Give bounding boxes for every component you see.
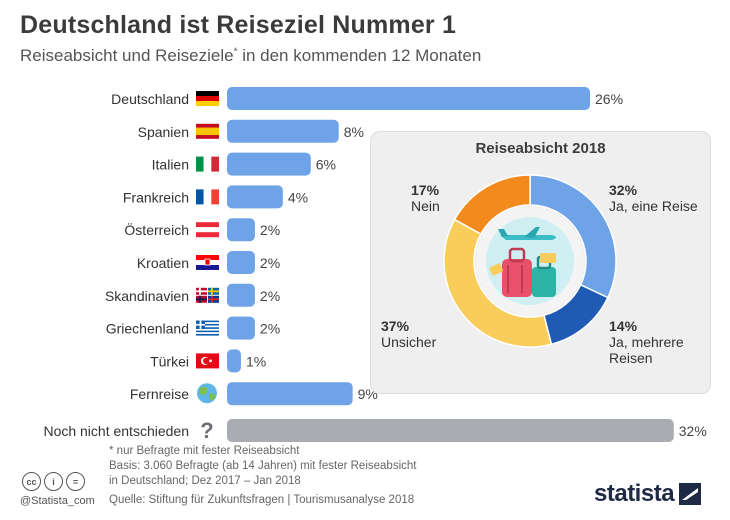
bar-value-label-5: 2% [260, 255, 280, 271]
bar-9 [227, 382, 353, 406]
flag-spain-icon [196, 123, 219, 139]
question-icon: ? [200, 418, 213, 443]
bar-5 [227, 251, 255, 274]
bar-7 [227, 316, 255, 340]
chart-title: Deutschland ist Reiseziel Nummer 1 [20, 11, 457, 39]
category-label-8: Türkei [150, 353, 189, 369]
globe-icon [197, 383, 217, 404]
attribution-icon: i [44, 472, 63, 491]
bar-value-label-2: 6% [316, 157, 336, 173]
donut-label-no: 17% Nein [411, 182, 440, 214]
cc-icon: cc [22, 472, 41, 491]
category-label-6: Skandinavien [105, 288, 189, 304]
donut-label-unsure: 37% Unsicher [381, 318, 437, 350]
statista-logo[interactable]: statista [594, 480, 702, 508]
category-label-1: Spanien [138, 124, 189, 140]
bar-value-label-4: 2% [260, 222, 280, 238]
bar-value-label-8: 1% [246, 353, 266, 369]
flag-france-icon [196, 189, 219, 205]
footnote: * nur Befragte mit fester Reiseabsicht B… [109, 445, 417, 487]
credit-handle: @Statista_com [20, 495, 95, 507]
bar-value-label-0: 26% [595, 91, 623, 107]
chart-subtitle: Reiseabsicht und Reiseziele* in den komm… [20, 46, 482, 65]
donut-chart [443, 174, 617, 348]
bar-2 [227, 152, 311, 176]
flag-greece-icon [196, 320, 219, 336]
bar-value-label-1: 8% [344, 124, 364, 140]
no-derivatives-icon: = [66, 472, 85, 491]
category-label-0: Deutschland [111, 91, 189, 107]
inset-panel: Reiseabsicht 2018 32% Ja, eine Reise 14%… [370, 131, 711, 394]
logo-mark-icon [679, 483, 702, 505]
luggage-illustration-icon [476, 207, 584, 315]
donut-label-multiple-trips: 14% Ja, mehrere Reisen [609, 318, 684, 366]
bar-6 [227, 283, 255, 307]
bar-value-label-10: 32% [679, 423, 707, 439]
category-label-9: Fernreise [130, 386, 189, 402]
category-label-3: Frankreich [123, 189, 189, 205]
source-note: Quelle: Stiftung für Zukunftsfragen | To… [109, 494, 415, 506]
license-icons: cc i = [22, 472, 85, 491]
category-label-2: Italien [152, 157, 189, 173]
bar-value-label-7: 2% [260, 321, 280, 337]
category-label-5: Kroatien [137, 255, 189, 271]
flag-croatia-icon [196, 255, 219, 270]
logo-wordmark: statista [594, 480, 675, 507]
category-label-4: Österreich [124, 221, 189, 238]
bar-1 [227, 119, 339, 143]
donut-slice-2 [443, 218, 553, 348]
bar-4 [227, 218, 255, 242]
bar-value-label-3: 4% [288, 189, 308, 205]
bar-value-label-6: 2% [260, 288, 280, 304]
flags-scandinavia-icon [196, 287, 219, 303]
flag-turkey-icon [196, 353, 219, 369]
flag-italy-icon [196, 156, 219, 172]
flag-germany-icon [196, 91, 219, 106]
category-label-10: Noch nicht entschieden [43, 423, 189, 439]
donut-label-one-trip: 32% Ja, eine Reise [609, 182, 698, 214]
bar-8 [227, 349, 241, 373]
svg-text:?: ? [200, 418, 213, 443]
donut-slice-3 [453, 174, 531, 236]
inset-title: Reiseabsicht 2018 [475, 140, 606, 157]
flag-austria-icon [196, 222, 219, 238]
bar-10 [227, 419, 674, 442]
category-label-7: Griechenland [106, 321, 189, 337]
bar-0 [227, 87, 590, 110]
bar-3 [227, 185, 283, 209]
